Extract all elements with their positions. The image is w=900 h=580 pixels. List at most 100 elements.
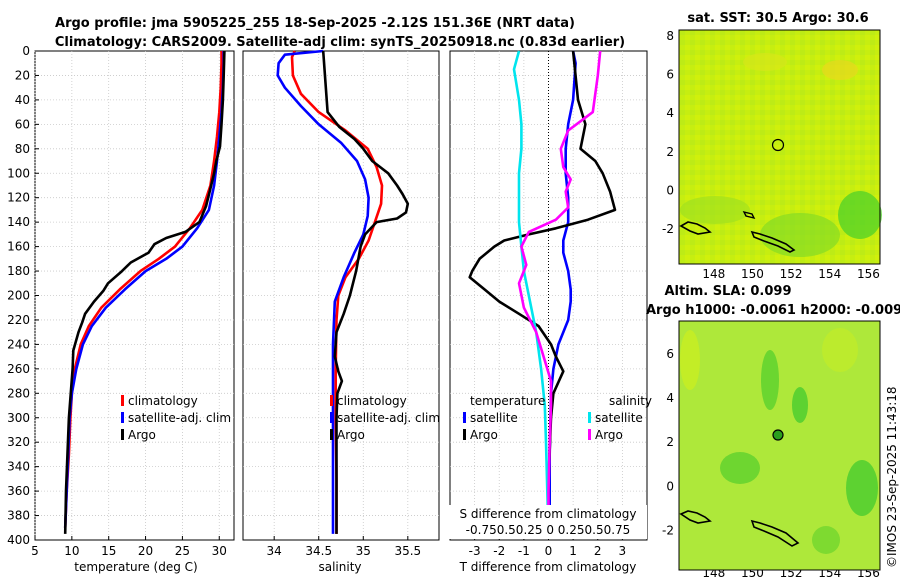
- x-tick-label: 25: [175, 544, 190, 558]
- difference-legend: temperature salinity satellite Argo sate…: [463, 394, 652, 442]
- map-y-tick-label: 8: [666, 29, 674, 43]
- sla-high-patch: [792, 387, 808, 423]
- credit-text: ©IMOS 23-Sep-2025 11:43:18: [885, 386, 899, 568]
- x-tick-label: 30: [212, 544, 227, 558]
- series-line-t-argo: [468, 50, 617, 534]
- legend-label-t-argo: Argo: [470, 428, 498, 442]
- y-tick-label: 180: [7, 264, 30, 278]
- y-tick-label: 260: [7, 362, 30, 376]
- y-tick-label: 300: [7, 411, 30, 425]
- series-line-argo: [63, 50, 226, 534]
- temperature-xlabel: temperature (deg C): [74, 560, 197, 574]
- series-line-argo: [321, 50, 410, 534]
- map-y-tick-label: 2: [666, 435, 674, 449]
- x-tick-label: -1: [518, 544, 530, 558]
- x-tick-label: 35.5: [394, 544, 421, 558]
- legend-label-argo: Argo: [337, 428, 365, 442]
- map-x-tick-label: 150: [741, 267, 764, 281]
- y-tick-label: 40: [15, 93, 30, 107]
- sla-high-patch: [812, 526, 840, 554]
- y-tick-label: 0: [22, 44, 30, 58]
- legend-label-t-satellite: satellite: [470, 411, 518, 425]
- y-tick-label: 20: [15, 68, 30, 82]
- series-line-t-satellite: [548, 50, 577, 534]
- y-tick-label: 60: [15, 117, 30, 131]
- figure-title-line2: Climatology: CARS2009. Satellite-adj cli…: [55, 35, 625, 50]
- map-y-tick-label: -2: [662, 523, 674, 537]
- x-tick-label: 34: [267, 544, 282, 558]
- y-tick-label: 100: [7, 166, 30, 180]
- legend-label-satellite-adj: satellite-adj. clim: [128, 411, 231, 425]
- x-tick-label: 2: [594, 544, 602, 558]
- x-tick-label: 5: [31, 544, 39, 558]
- map-x-tick-label: 154: [818, 267, 841, 281]
- sla-map-frame: [678, 320, 881, 571]
- sla-high-patch: [846, 460, 878, 516]
- y-tick-label: 400: [7, 533, 30, 547]
- y-tick-label: 140: [7, 215, 30, 229]
- legend-label-satellite-adj: satellite-adj. clim: [337, 411, 440, 425]
- map-y-tick-label: 0: [666, 479, 674, 493]
- legend-swatch-t-argo: [463, 429, 466, 440]
- legend-label-s-satellite: satellite: [595, 411, 643, 425]
- x-tick-label: 34.5: [305, 544, 332, 558]
- sla-low-patch: [680, 330, 700, 390]
- sla-low-patch: [822, 328, 858, 372]
- x-tick-label: 10: [64, 544, 79, 558]
- map-x-tick-label: 148: [702, 267, 725, 281]
- series-line-satellite-adj-clim: [276, 49, 370, 534]
- sla-high-patch: [720, 452, 760, 484]
- s-difference-xlabel: S difference from climatology: [460, 507, 637, 521]
- x-tick-label: 0: [545, 544, 553, 558]
- x-tick-label: 15: [101, 544, 116, 558]
- temperature-legend: climatology satellite-adj. clim Argo: [121, 394, 231, 442]
- x-tick-label: 35: [356, 544, 371, 558]
- y-tick-label: 380: [7, 509, 30, 523]
- argo-location-marker: [771, 138, 785, 152]
- salinity-legend: climatology satellite-adj. clim Argo: [330, 394, 440, 442]
- sst-map: [678, 29, 882, 265]
- y-tick-label: 160: [7, 240, 30, 254]
- legend-label-s-argo: Argo: [595, 428, 623, 442]
- legend-swatch-satellite-adj: [330, 412, 333, 423]
- difference-xlabel: T difference from climatology: [459, 560, 637, 574]
- y-tick-label: 80: [15, 142, 30, 156]
- coastline: [679, 221, 712, 235]
- sla-high-patch: [761, 350, 779, 410]
- y-tick-label: 320: [7, 435, 30, 449]
- coastline: [679, 510, 712, 524]
- map-y-tick-label: -2: [662, 222, 674, 236]
- x-tick-label: 3: [619, 544, 627, 558]
- legend-label-climatology: climatology: [128, 394, 198, 408]
- argo-location-marker: [772, 429, 784, 441]
- legend-swatch-argo: [121, 429, 124, 440]
- y-tick-label: 200: [7, 289, 30, 303]
- legend-swatch-s-satellite: [588, 412, 591, 423]
- legend-label-climatology: climatology: [337, 394, 407, 408]
- coastline: [750, 230, 796, 253]
- map-y-tick-label: 2: [666, 145, 674, 159]
- sst-cool-patch: [760, 213, 840, 257]
- sla-map-title: Altim. SLA: 0.099: [665, 284, 792, 299]
- map-y-tick-label: 4: [666, 391, 674, 405]
- s-difference-tick-labels: -0.750.50.25 0 0.250.50.75: [466, 523, 631, 537]
- map-y-tick-label: 6: [666, 347, 674, 361]
- legend-swatch-argo: [330, 429, 333, 440]
- y-tick-label: 360: [7, 484, 30, 498]
- legend-swatch-climatology: [330, 395, 333, 406]
- salinity-xlabel: salinity: [318, 560, 361, 574]
- sst-cool-patch: [838, 191, 882, 239]
- coastline: [742, 210, 756, 220]
- map-y-tick-label: 6: [666, 67, 674, 81]
- series-line-s-argo: [517, 50, 602, 534]
- sst-map-title: sat. SST: 30.5 Argo: 30.6: [687, 11, 868, 26]
- legend-swatch-climatology: [121, 395, 124, 406]
- sst-warm-patch: [743, 53, 787, 71]
- legend-swatch-satellite-adj: [121, 412, 124, 423]
- sla-map-subtitle: Argo h1000: -0.0061 h2000: -0.009: [646, 303, 900, 318]
- y-tick-label: 240: [7, 337, 30, 351]
- sst-warm-patch: [822, 60, 858, 80]
- sst-cool-patch: [680, 196, 750, 224]
- figure-title-line1: Argo profile: jma 5905225_255 18-Sep-202…: [55, 16, 575, 31]
